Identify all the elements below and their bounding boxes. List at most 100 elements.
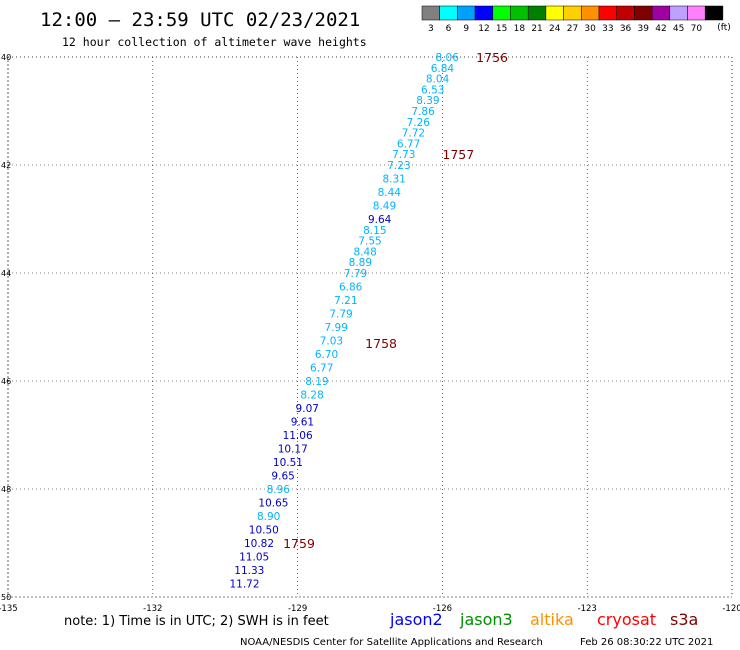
- wave-height-reading: 9.61: [291, 417, 314, 429]
- axis-ticks: -135 -132 -129 -126 -123 -120 40 42 44 46 48 50: [0, 53, 740, 614]
- lat-tick-label: 40: [1, 53, 11, 62]
- time-mark-label: 1759: [283, 536, 315, 551]
- legend-label: 9: [463, 24, 469, 34]
- time-mark-label: 1757: [442, 147, 474, 162]
- wave-height-reading: 8.89: [349, 257, 372, 269]
- legend-swatch: [598, 5, 617, 21]
- legend-swatch: [651, 5, 671, 21]
- legend-unit: (ft): [717, 23, 731, 33]
- wave-height-reading: 6.70: [315, 349, 338, 361]
- lat-tick-label: 42: [1, 161, 11, 170]
- wave-height-reading: 7.23: [387, 160, 410, 172]
- wave-height-reading: 11.06: [283, 430, 313, 442]
- lat-tick-label: 44: [1, 269, 11, 278]
- wave-height-reading: 8.15: [363, 225, 386, 237]
- wave-height-reading: 10.17: [278, 444, 308, 456]
- legend-label: 21: [531, 24, 542, 34]
- wave-height-reading: 9.65: [271, 471, 294, 483]
- wave-height-reading: 11.72: [229, 579, 259, 591]
- wave-height-readings: 8.066.848.046.538.397.867.267.726.777.73…: [229, 52, 459, 591]
- satellite-legend: jason2 jason3 altika cryosat s3a: [389, 610, 698, 629]
- legend-swatch: [704, 5, 724, 21]
- lat-tick-label: 46: [1, 377, 11, 386]
- legend-swatch: [581, 5, 600, 21]
- wave-height-reading: 7.03: [320, 336, 343, 348]
- lon-tick-label: -129: [288, 604, 307, 614]
- wave-height-reading: 8.04: [426, 74, 450, 86]
- satellite-s3a: s3a: [670, 610, 698, 629]
- legend-label: 42: [655, 24, 666, 34]
- footnote: note: 1) Time is in UTC; 2) SWH is in fe…: [64, 614, 329, 629]
- legend-label: 18: [514, 24, 526, 34]
- wave-height-reading: 8.19: [305, 376, 328, 388]
- legend-label: 70: [691, 24, 703, 34]
- plot-frame: [7, 56, 733, 598]
- legend-swatch: [669, 5, 688, 21]
- wave-height-reading: 8.28: [300, 390, 323, 402]
- legend-swatch: [439, 5, 458, 21]
- legend-label: 33: [602, 24, 613, 34]
- wave-height-reading: 7.55: [358, 236, 381, 248]
- lat-lon-grid: [7, 56, 733, 598]
- wave-height-reading: 8.06: [436, 52, 460, 64]
- wave-height-reading: 7.79: [329, 309, 352, 321]
- wave-height-reading: 11.33: [234, 565, 264, 577]
- legend-swatch: [421, 5, 440, 21]
- legend-swatch: [492, 5, 511, 21]
- map-title: 12:00 – 23:59 UTC 02/23/2021: [40, 9, 360, 31]
- lon-tick-label: -123: [578, 604, 597, 614]
- wave-height-reading: 10.65: [258, 498, 288, 510]
- wave-height-reading: 11.05: [239, 552, 269, 564]
- wave-height-reading: 6.53: [421, 84, 444, 96]
- wave-height-reading: 8.39: [416, 95, 439, 107]
- wave-height-reading: 7.72: [402, 128, 425, 140]
- legend-label: 6: [446, 24, 452, 34]
- wave-height-reading: 7.26: [407, 117, 431, 129]
- wave-height-reading: 6.84: [431, 63, 455, 75]
- wave-height-reading: 6.77: [310, 363, 333, 375]
- legend-swatch: [527, 5, 547, 21]
- lon-tick-label: -120: [722, 604, 740, 614]
- legend-label: 12: [478, 24, 489, 34]
- lat-tick-label: 50: [1, 593, 11, 602]
- satellite-cryosat: cryosat: [597, 610, 656, 629]
- legend-label: 15: [496, 24, 507, 34]
- timestamp-text: Feb 26 08:30:22 UTC 2021: [580, 637, 713, 648]
- wave-height-reading: 10.82: [244, 538, 274, 550]
- lat-tick-label: 48: [1, 485, 11, 494]
- legend-swatch: [457, 5, 476, 21]
- wave-height-reading: 7.73: [392, 149, 415, 161]
- color-legend: 3 6 9 12 15 18 21 24 27 30 33 36 39 42 45 70: [421, 5, 724, 34]
- lon-tick-label: -132: [143, 604, 162, 614]
- wave-height-reading: 10.50: [249, 525, 279, 537]
- wave-height-reading: 7.21: [334, 295, 357, 307]
- legend-swatch: [563, 5, 582, 21]
- lon-tick-label: -135: [0, 604, 18, 614]
- legend-swatch: [687, 5, 706, 21]
- lon-tick-label: -126: [433, 604, 452, 614]
- time-mark-label: 1756: [476, 50, 508, 65]
- legend-label: 24: [549, 24, 561, 34]
- legend-swatch: [616, 5, 635, 21]
- wave-height-reading: 8.49: [373, 201, 396, 213]
- satellite-jason2: jason2: [389, 610, 443, 629]
- wave-height-reading: 10.51: [273, 457, 303, 469]
- credit-text: NOAA/NESDIS Center for Satellite Applica…: [240, 637, 543, 648]
- legend-swatch: [634, 5, 653, 21]
- wave-height-reading: 6.77: [397, 138, 420, 150]
- wave-height-reading: 8.31: [382, 174, 405, 186]
- wave-height-reading: 8.44: [378, 187, 402, 199]
- legend-swatch: [474, 5, 494, 21]
- satellite-altika: altika: [530, 610, 574, 629]
- wave-height-reading: 8.96: [267, 484, 291, 496]
- time-mark-label: 1758: [365, 336, 397, 351]
- map-subtitle: 12 hour collection of altimeter wave hei…: [62, 35, 367, 49]
- wave-height-reading: 8.48: [353, 246, 376, 258]
- satellite-jason3: jason3: [459, 610, 513, 629]
- legend-label: 39: [638, 24, 650, 34]
- wave-height-reading: 7.79: [344, 268, 367, 280]
- wave-height-reading: 9.64: [368, 214, 392, 226]
- legend-label: 30: [584, 24, 596, 34]
- legend-label: 27: [567, 24, 578, 34]
- legend-swatch: [510, 5, 529, 21]
